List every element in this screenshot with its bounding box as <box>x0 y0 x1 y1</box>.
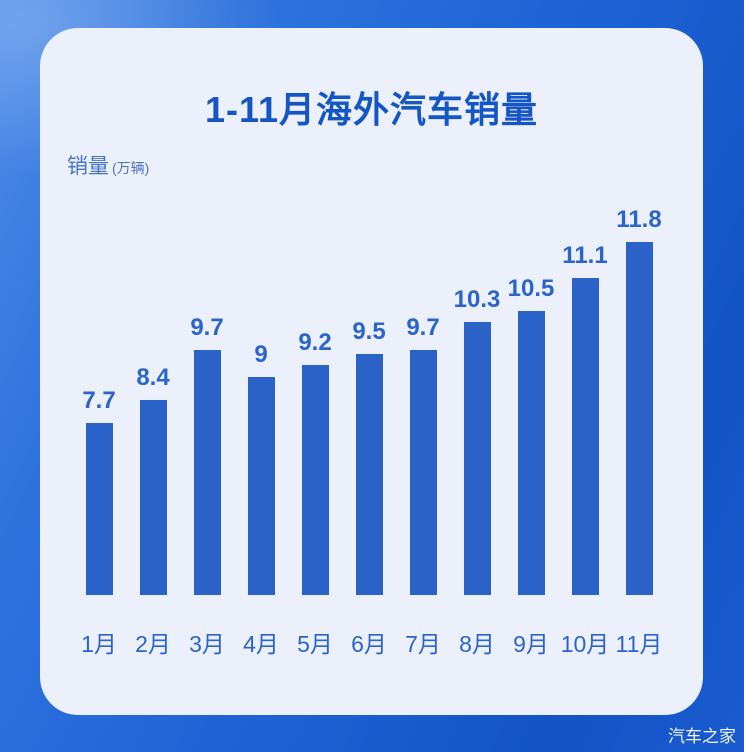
bar-value-label: 10.5 <box>507 275 555 302</box>
bar <box>193 350 221 595</box>
x-axis-labels: 1月 2月 3月 4月 5月 6月 7月 8月 9月 10月 11月 <box>72 625 666 659</box>
bar-group: 11.1 <box>558 242 612 595</box>
bar-group: 8.4 <box>126 364 180 595</box>
y-axis-label-text: 销量 <box>67 155 109 178</box>
bar-value-label: 7.7 <box>82 387 116 414</box>
x-axis-label: 4月 <box>243 631 279 657</box>
bar-group: 10.3 <box>450 286 504 595</box>
x-axis-label: 9月 <box>513 631 549 657</box>
bar <box>625 242 653 595</box>
bar <box>301 365 329 595</box>
x-axis-label: 8月 <box>459 631 495 657</box>
bar-value-label: 10.3 <box>453 286 501 313</box>
x-axis-label: 2月 <box>135 631 171 657</box>
y-axis-unit: (万辆) <box>112 160 150 176</box>
chart-title: 1-11月海外汽车销量 <box>204 89 539 130</box>
bar-group: 9 <box>234 341 288 595</box>
bar-value-label: 9.7 <box>190 314 224 341</box>
x-axis-label: 5月 <box>297 631 333 657</box>
bar <box>85 423 113 595</box>
bar-chart: 7.7 8.4 9.7 9 9.2 9.5 9.7 10.3 10.5 11.1 <box>72 175 666 595</box>
bar-value-label: 9.7 <box>406 314 440 341</box>
bar <box>247 377 275 595</box>
bar-value-label: 9 <box>254 341 268 368</box>
x-axis-label: 3月 <box>189 631 225 657</box>
bar-value-label: 9.2 <box>298 329 332 356</box>
watermark-autohome: 汽车之家 <box>668 727 736 746</box>
bar-group: 9.7 <box>180 314 234 595</box>
x-axis-label: 7月 <box>405 631 441 657</box>
x-axis-label: 10月 <box>560 631 610 657</box>
bar-value-label: 11.8 <box>616 206 662 233</box>
bar-group: 11.8 <box>612 206 666 595</box>
bar-group: 7.7 <box>72 387 126 595</box>
bar-value-label: 11.1 <box>562 242 608 269</box>
bar <box>409 350 437 595</box>
bar <box>463 322 491 595</box>
x-axis-label: 11月 <box>615 631 663 657</box>
x-axis-label: 6月 <box>351 631 387 657</box>
bar-value-label: 9.5 <box>352 318 386 345</box>
bar-group: 9.7 <box>396 314 450 595</box>
bar <box>139 400 167 595</box>
bar-group: 10.5 <box>504 275 558 595</box>
bar-group: 9.5 <box>342 318 396 595</box>
y-axis-label: 销量 (万辆) <box>67 150 149 180</box>
bar <box>517 311 545 595</box>
bar <box>355 354 383 595</box>
bar-value-label: 8.4 <box>136 364 170 391</box>
bar <box>571 278 599 595</box>
bar-group: 9.2 <box>288 329 342 595</box>
chart-card: 1-11月海外汽车销量 销量 (万辆) 7.7 8.4 9.7 9 9.2 9.5… <box>40 28 703 715</box>
x-axis-label: 1月 <box>81 631 117 657</box>
